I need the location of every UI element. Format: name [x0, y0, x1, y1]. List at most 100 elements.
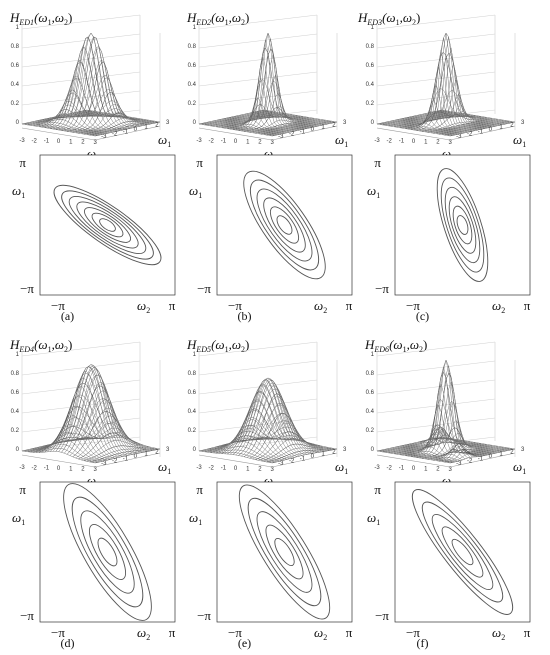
contour-plot: π −π ω1 −π π ω2 — [12, 481, 176, 642]
z-tick-label: 0.8 — [188, 371, 197, 377]
x-tick-label: 1 — [424, 139, 428, 145]
surface-plot: 00.20.40.60.81-3-3-2-2-1-100112233ω2ω1 — [188, 14, 348, 163]
mesh-line — [86, 436, 161, 450]
x-axis-minus-pi-label: −π — [406, 625, 420, 640]
contour-line — [451, 538, 474, 566]
contour-line — [88, 524, 127, 580]
x-axis-pi-label: π — [524, 625, 531, 640]
mesh-line — [421, 431, 496, 454]
z-tick-label: 0 — [16, 120, 20, 126]
y-tick-label: 3 — [166, 120, 170, 126]
mesh-line — [419, 79, 493, 128]
y-tick-label: -1 — [300, 129, 306, 135]
x-axis-omega2-label: ω2 — [137, 625, 150, 642]
x-tick-label: 1 — [69, 466, 73, 472]
y-tick-label: 1 — [499, 452, 503, 458]
contour-plot: π −π ω1 −π π ω2 — [12, 154, 176, 315]
gridline — [21, 33, 141, 49]
y-tick-label: 0 — [489, 454, 493, 460]
surface-omega1-label: ω1 — [513, 459, 526, 476]
mesh-line — [241, 385, 307, 457]
mesh-line — [236, 382, 310, 455]
contour-line — [274, 537, 295, 567]
mesh-line — [56, 36, 131, 129]
x-axis-minus-pi-label: −π — [51, 625, 65, 640]
surface-plot: 00.20.40.60.81-3-3-2-2-1-100112233ω2ω1 — [11, 341, 171, 490]
mesh-line — [248, 113, 323, 126]
mesh-line — [61, 367, 127, 453]
y-tick-label: 1 — [321, 452, 325, 458]
mesh-line — [272, 121, 338, 137]
contour-line — [269, 206, 300, 244]
panel-f: HED6(ω1,ω2)00.20.40.60.81-3-3-2-2-1-1001… — [364, 337, 531, 650]
mesh-line — [419, 400, 485, 459]
gridline — [376, 14, 496, 30]
gridline — [376, 71, 496, 87]
contour-line — [431, 514, 494, 590]
mesh-line — [411, 36, 486, 129]
gridline — [198, 14, 318, 30]
gridline — [21, 90, 141, 106]
surface-plot: 00.20.40.60.81-3-3-2-2-1-100112233ω2ω1 — [188, 341, 348, 490]
x-axis-pi-label: π — [346, 625, 353, 640]
z-tick-label: 0.2 — [366, 101, 375, 107]
panel-caption: (c) — [416, 309, 429, 323]
contour-line — [71, 496, 144, 608]
y-tick-label: 1 — [499, 125, 503, 131]
gridline — [198, 52, 318, 68]
x-axis-omega2-label: ω2 — [314, 625, 327, 642]
mesh-line — [447, 448, 513, 463]
mesh-line — [249, 118, 315, 133]
mesh-line — [411, 365, 486, 456]
y-tick-label: 3 — [343, 120, 347, 126]
y-tick-label: -2 — [112, 459, 118, 465]
mesh-line — [436, 437, 511, 451]
gridline — [21, 71, 141, 87]
mesh-line — [429, 430, 503, 452]
gridline — [198, 398, 318, 414]
y-axis-omega1-label: ω1 — [367, 183, 380, 200]
gridline — [376, 52, 496, 68]
y-axis-minus-pi-label: −π — [375, 608, 389, 623]
mesh-line — [251, 112, 325, 125]
mesh-line — [241, 396, 315, 454]
mesh-line — [71, 108, 146, 126]
floor-edge — [376, 125, 516, 141]
mesh-line — [233, 378, 308, 455]
floor-edge — [198, 452, 338, 468]
mesh-line — [61, 59, 136, 128]
mesh-line — [231, 32, 305, 130]
z-tick-label: 0.6 — [188, 63, 197, 69]
z-tick-label: 0.8 — [188, 44, 197, 50]
mesh-line — [228, 379, 303, 456]
panel-caption: (d) — [61, 636, 75, 650]
x-tick-label: 1 — [246, 139, 250, 145]
x-tick-label: -1 — [399, 466, 405, 472]
mesh-line — [450, 448, 516, 464]
y-axis-minus-pi-label: −π — [197, 281, 211, 296]
mesh-line — [433, 119, 499, 134]
mesh-line — [95, 448, 161, 464]
contour-line — [265, 524, 304, 580]
x-tick-label: -2 — [32, 138, 38, 144]
x-tick-label: 0 — [412, 466, 416, 472]
mesh-line — [261, 110, 335, 123]
gridline — [376, 90, 496, 106]
x-axis-minus-pi-label: −π — [228, 625, 242, 640]
contour-line — [68, 196, 147, 254]
y-tick-label: -1 — [123, 129, 129, 135]
contour-frame — [39, 481, 176, 623]
mesh-line — [258, 110, 333, 124]
x-tick-label: 1 — [69, 139, 73, 145]
y-axis-omega1-label: ω1 — [12, 510, 25, 527]
z-tick-label: 0.2 — [188, 101, 197, 107]
z-tick-label: 0.4 — [11, 409, 20, 415]
mesh-line — [231, 377, 305, 456]
contour-frame — [394, 481, 531, 623]
gridline — [21, 417, 141, 433]
mesh-line — [269, 448, 335, 463]
mesh-line — [263, 120, 329, 135]
x-tick-label: 0 — [412, 139, 416, 145]
mesh-line — [54, 364, 128, 456]
